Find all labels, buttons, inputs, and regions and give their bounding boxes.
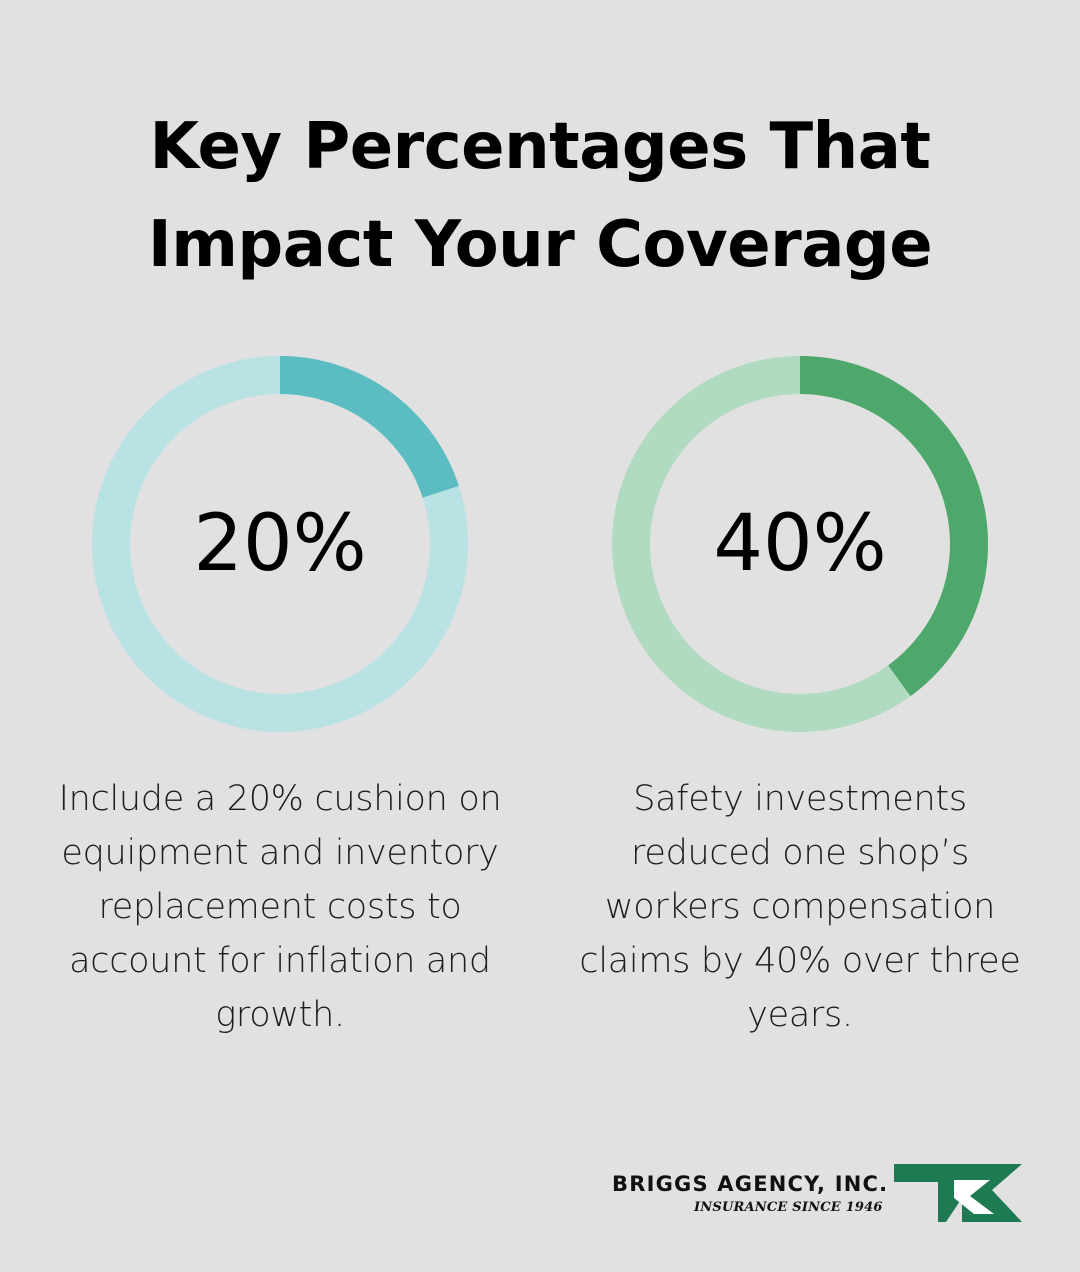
- donut-2-value-arc: [799, 356, 988, 697]
- page-title: Key Percentages That Impact Your Coverag…: [0, 98, 1080, 294]
- bk-monogram-icon: [894, 1164, 1022, 1222]
- donut-1-caption: Include a 20% cushion on equipment and i…: [58, 779, 502, 1035]
- donut-2-value-label: 40%: [713, 499, 887, 589]
- donut-chart-1-svg: [92, 356, 468, 732]
- donut-1-value-arc: [279, 356, 459, 499]
- donut-chart-2: 40%: [610, 354, 990, 734]
- donut-chart-2-svg: [612, 356, 988, 732]
- logo-tagline: INSURANCE SINCE 1946: [694, 1200, 883, 1215]
- logo-company-name: BRIGGS AGENCY, INC.: [612, 1172, 889, 1196]
- donut-chart-1: 20%: [90, 354, 470, 734]
- donut-2-caption: Safety investments reduced one shop’s wo…: [579, 779, 1021, 1035]
- briggs-agency-logo: BRIGGS AGENCY, INC. INSURANCE SINCE 1946: [608, 1158, 1038, 1230]
- title-line-2: Impact Your Coverage: [147, 208, 933, 282]
- donut-1-value-label: 20%: [193, 499, 367, 589]
- title-line-1: Key Percentages That: [149, 110, 931, 184]
